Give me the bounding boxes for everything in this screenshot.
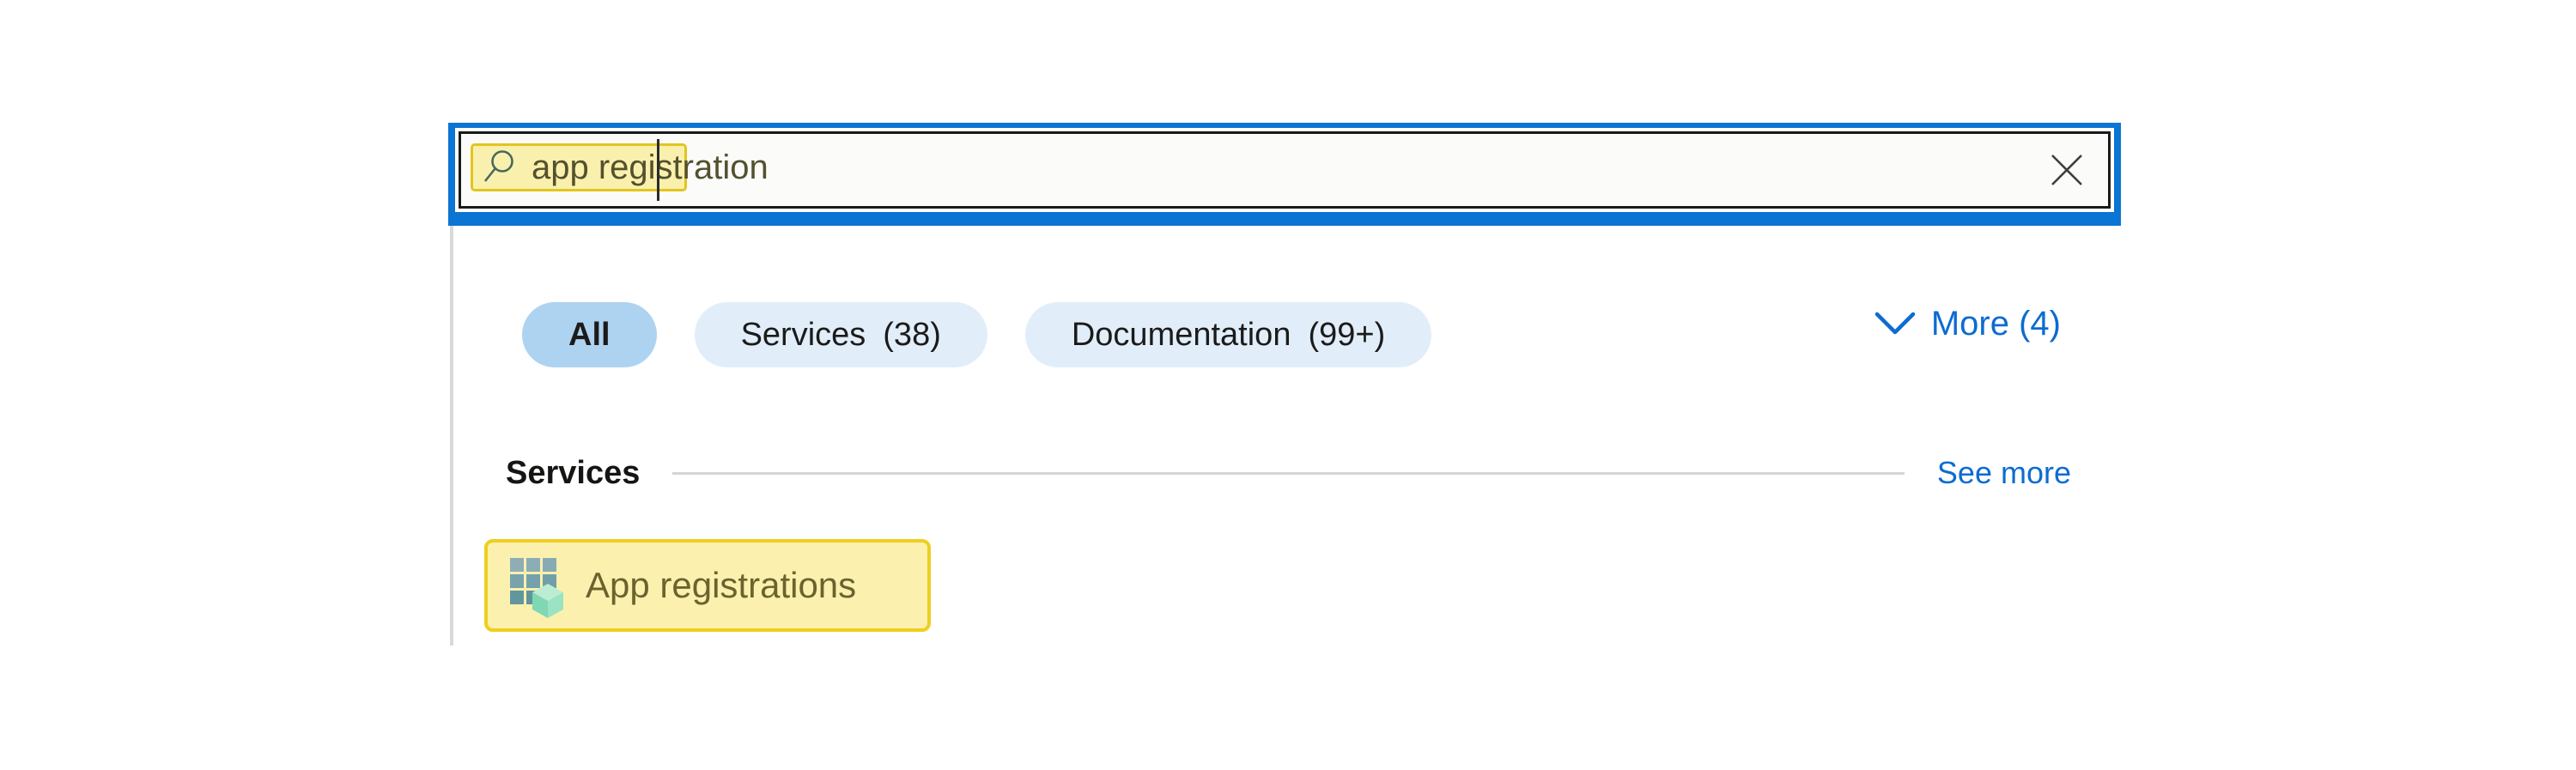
filter-pills-row: All Services (38) Documentation (99+): [522, 302, 1432, 367]
search-input-value: app registration: [532, 148, 769, 186]
filter-pill-all[interactable]: All: [522, 302, 657, 367]
close-icon: [2051, 155, 2082, 185]
section-divider: [672, 471, 1905, 475]
section-title: Services: [506, 454, 641, 491]
global-search-bar: app registration: [448, 123, 2121, 226]
services-section-header: Services See more: [506, 447, 2071, 499]
see-more-link[interactable]: See more: [1936, 455, 2071, 490]
result-app-registrations[interactable]: App registrations: [484, 539, 931, 632]
clear-search-button[interactable]: [2044, 148, 2089, 192]
text-caret: [657, 139, 659, 201]
more-filters-button[interactable]: More (4): [1874, 296, 2061, 351]
search-results-panel: All Services (38) Documentation (99+) Mo…: [450, 226, 2121, 646]
filter-pill-services[interactable]: Services (38): [694, 302, 987, 367]
chevron-down-icon: [1874, 312, 1916, 335]
app-registrations-icon: [510, 558, 563, 618]
more-filters-label: More (4): [1930, 304, 2061, 343]
filter-pill-label: All: [568, 316, 611, 353]
search-icon: [483, 150, 513, 182]
filter-pill-label: Services: [740, 316, 866, 353]
result-label: App registrations: [586, 565, 857, 605]
filter-pill-documentation[interactable]: Documentation (99+): [1024, 302, 1432, 367]
search-text-highlight: app registration: [471, 143, 769, 191]
search-input[interactable]: app registration: [455, 128, 2114, 212]
filter-pill-count: (99+): [1308, 316, 1386, 353]
filter-pill-label: Documentation: [1071, 316, 1291, 353]
filter-pill-count: (38): [883, 316, 941, 353]
